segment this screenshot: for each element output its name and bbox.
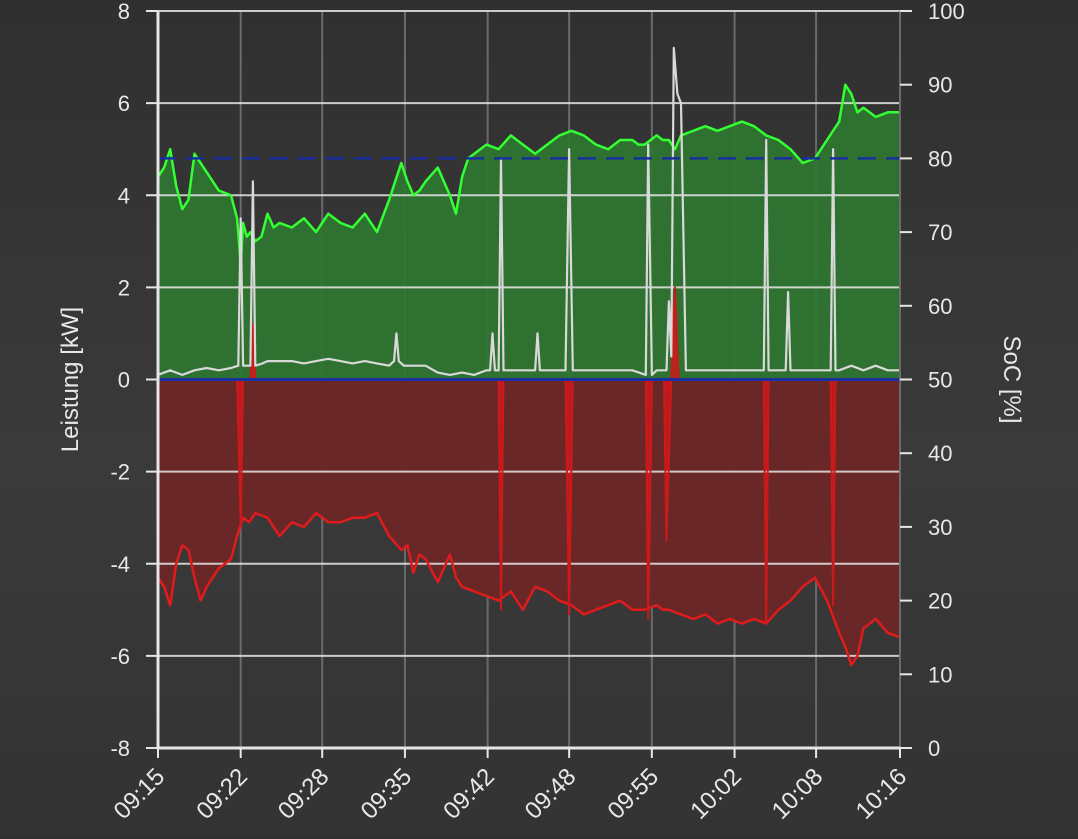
x-tick-label: 09:55 (603, 763, 665, 825)
y-tick-label: 6 (118, 91, 130, 116)
y-tick-label: -4 (110, 552, 130, 577)
y-tick-label: -2 (110, 460, 130, 485)
y2-tick-label: 30 (928, 515, 952, 540)
x-tick-label: 09:35 (356, 763, 418, 825)
x-tick-label: 09:48 (520, 763, 582, 825)
soc-line (157, 46, 900, 376)
x-tick-label: 10:02 (685, 763, 747, 825)
y2-tick-label: 40 (928, 441, 952, 466)
x-tick-label: 10:16 (851, 763, 913, 825)
y-tick-label: -8 (110, 736, 130, 761)
x-tick-label: 09:22 (191, 763, 253, 825)
y2-axis-label: SoC [%] (998, 335, 1025, 423)
y-axis-label: Leistung [kW] (57, 307, 84, 452)
consumption-line (156, 511, 901, 667)
y-tick-label: 8 (118, 0, 130, 24)
y2-tick-label: 20 (928, 589, 952, 614)
y2-tick-label: 70 (928, 220, 952, 245)
x-tick-label: 09:42 (438, 763, 500, 825)
y2-tick-label: 80 (928, 146, 952, 171)
production-line (156, 83, 900, 266)
consumption-area (158, 379, 900, 666)
y2-tick-label: 10 (928, 662, 952, 687)
y-tick-label: -6 (110, 644, 130, 669)
y2-tick-label: 100 (928, 0, 965, 24)
y2-tick-label: 60 (928, 294, 952, 319)
y-tick-label: 4 (118, 183, 130, 208)
production-area (158, 84, 900, 380)
x-tick-label: 10:08 (767, 763, 829, 825)
y2-tick-label: 0 (928, 736, 940, 761)
y2-tick-label: 50 (928, 368, 952, 393)
x-tick-label: 09:28 (273, 763, 335, 825)
x-tick-label: 09:15 (109, 763, 171, 825)
y-tick-label: 0 (118, 368, 130, 393)
y2-tick-label: 90 (928, 73, 952, 98)
y-tick-label: 2 (118, 275, 130, 300)
